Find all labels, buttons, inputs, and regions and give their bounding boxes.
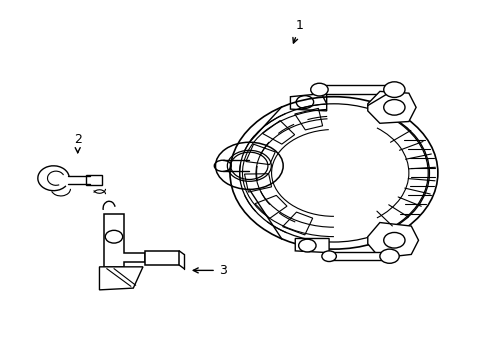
Text: 2: 2 — [74, 133, 81, 153]
Circle shape — [298, 239, 315, 252]
Polygon shape — [324, 85, 393, 94]
Polygon shape — [367, 222, 418, 258]
Circle shape — [321, 251, 336, 261]
Polygon shape — [328, 252, 389, 260]
Circle shape — [383, 100, 404, 115]
Text: 1: 1 — [292, 19, 304, 43]
Polygon shape — [145, 251, 179, 265]
Polygon shape — [104, 214, 145, 267]
Circle shape — [379, 249, 398, 263]
Circle shape — [310, 83, 327, 96]
Polygon shape — [295, 238, 328, 253]
Polygon shape — [99, 267, 142, 290]
Text: 3: 3 — [193, 264, 226, 277]
Circle shape — [105, 230, 122, 243]
Circle shape — [383, 82, 404, 98]
Polygon shape — [367, 91, 415, 123]
Circle shape — [383, 233, 404, 248]
